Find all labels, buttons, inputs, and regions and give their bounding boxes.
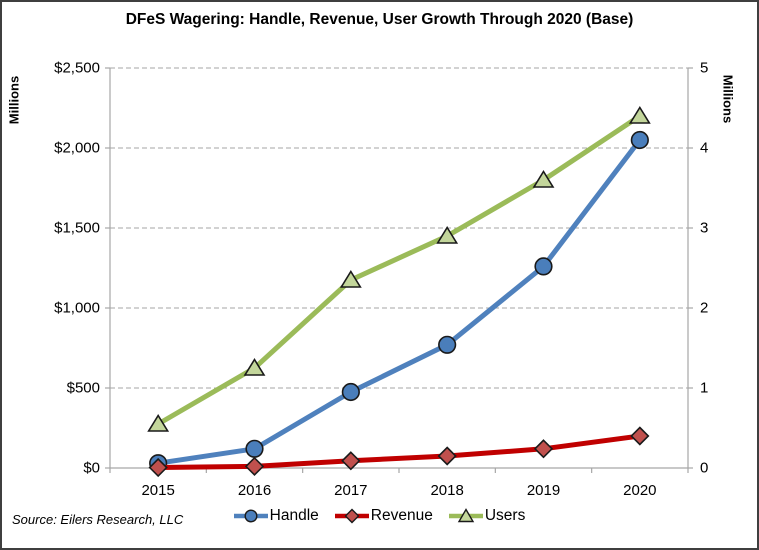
- series-line-revenue: [155, 433, 643, 471]
- x-axis-tick-label: 2016: [237, 482, 272, 499]
- y-axis-left-tick-label: $2,500: [54, 59, 100, 77]
- y-axis-left-tick-label: $2,000: [54, 139, 100, 157]
- data-point-diamond: [437, 446, 457, 466]
- chart-title: DFeS Wagering: Handle, Revenue, User Gro…: [125, 11, 634, 28]
- legend-diamond-icon: [334, 508, 369, 524]
- data-point-triangle: [628, 105, 651, 124]
- data-point-circle: [438, 335, 457, 354]
- data-point-diamond: [630, 426, 650, 446]
- left-axis-title: Millions: [6, 75, 22, 125]
- data-point-circle: [341, 382, 360, 402]
- data-point-triangle: [339, 269, 362, 288]
- data-point-diamond: [148, 457, 168, 478]
- y-axis-right-tick-label: 3: [700, 219, 709, 237]
- y-axis-right-tick-label: 0: [700, 459, 709, 477]
- x-axis-tick-label: 2017: [334, 482, 368, 499]
- data-point-diamond: [341, 451, 361, 471]
- data-point-diamond: [533, 439, 554, 459]
- x-axis-tick-label: 2019: [526, 482, 561, 499]
- y-axis-left-tick-label: $1,000: [54, 299, 100, 317]
- x-axis-tick-label: 2020: [623, 482, 657, 499]
- data-point-diamond: [244, 456, 265, 477]
- series-line-users: [155, 113, 643, 427]
- x-axis-tick-label: 2018: [430, 482, 464, 499]
- data-point-circle: [245, 439, 264, 458]
- y-axis-right-tick-label: 4: [700, 139, 709, 157]
- legend-label: Users: [484, 507, 526, 524]
- data-point-triangle: [147, 413, 170, 432]
- legend-item-users: Users: [448, 507, 526, 525]
- data-point-circle: [630, 130, 649, 150]
- data-point-triangle: [532, 169, 555, 188]
- right-axis-title: Millions: [720, 74, 736, 124]
- y-axis-right-tick-label: 1: [700, 379, 709, 397]
- y-axis-left-tick-label: $0: [83, 459, 100, 477]
- y-axis-right-tick-label: 5: [700, 59, 709, 77]
- legend-label: Revenue: [370, 507, 433, 524]
- y-axis-right-tick-label: 2: [700, 299, 709, 317]
- y-axis-left-tick-label: $1,500: [54, 219, 100, 237]
- legend-triangle-icon: [448, 508, 483, 523]
- data-point-circle: [534, 257, 553, 276]
- y-axis-left-tick-label: $500: [66, 379, 100, 397]
- legend-label: Handle: [269, 507, 319, 524]
- data-point-triangle: [436, 225, 459, 244]
- legend-circle-icon: [233, 509, 268, 523]
- data-point-triangle: [243, 357, 266, 376]
- x-axis-tick-label: 2015: [141, 482, 175, 499]
- legend-item-handle: Handle: [233, 507, 319, 525]
- legend-item-revenue: Revenue: [334, 507, 433, 525]
- series-line-handle: [155, 137, 643, 466]
- source-note: Source: Eilers Research, LLC: [12, 512, 184, 527]
- chart-legend: Handle Revenue Users: [0, 507, 759, 525]
